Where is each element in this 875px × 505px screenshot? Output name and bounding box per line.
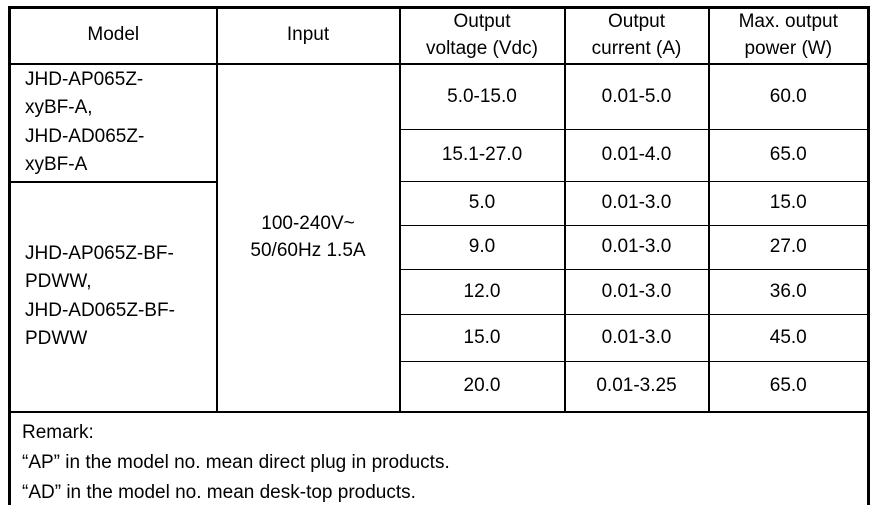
model-group-xybf-cell: JHD-AP065Z- xyBF-A, JHD-AD065Z- xyBF-A xyxy=(8,62,218,183)
output-current-cell: 0.01-5.0 xyxy=(563,62,710,131)
remark-line-ad: “AD” in the model no. mean desk-top prod… xyxy=(22,481,416,503)
col-header-output-voltage: Output voltage (Vdc) xyxy=(398,6,566,65)
max-power-cell: 60.0 xyxy=(707,62,870,131)
output-current-cell: 0.01-4.0 xyxy=(563,129,710,183)
max-power-cell: 36.0 xyxy=(707,269,870,316)
spec-row: JHD-AP065Z-BF- PDWW, JHD-AD065Z-BF- PDWW… xyxy=(8,180,870,413)
spec-row: 20.0 0.01-3.25 65.0 xyxy=(10,361,870,413)
remark-row: Remark: “AP” in the model no. mean direc… xyxy=(8,410,870,505)
max-power-cell: 65.0 xyxy=(707,361,870,413)
output-voltage-cell: 15.0 xyxy=(398,314,566,363)
max-power-cell: 65.0 xyxy=(707,129,870,183)
output-current-cell: 0.01-3.0 xyxy=(563,225,710,271)
output-current-cell: 0.01-3.0 xyxy=(563,269,710,316)
output-voltage-cell: 9.0 xyxy=(398,225,566,271)
spec-row: 12.0 0.01-3.0 36.0 xyxy=(10,269,870,316)
input-spec-cell: 100-240V~ 50/60Hz 1.5A xyxy=(215,62,401,413)
output-current-cell: 0.01-3.0 xyxy=(563,314,710,363)
remark-line-ap: “AP” in the model no. mean direct plug i… xyxy=(22,451,450,473)
header-row: Model Input Output voltage (Vdc) Output … xyxy=(8,6,870,65)
output-voltage-cell: 5.0-15.0 xyxy=(398,62,566,131)
spec-row: 15.1-27.0 0.01-4.0 65.0 xyxy=(10,129,870,183)
col-header-input: Input xyxy=(215,6,401,65)
output-voltage-cell: 20.0 xyxy=(398,361,566,413)
spec-row: 15.0 0.01-3.0 45.0 xyxy=(10,314,870,363)
output-current-cell: 0.01-3.25 xyxy=(563,361,710,413)
spec-row: JHD-AP065Z- xyBF-A, JHD-AD065Z- xyBF-A 1… xyxy=(8,62,870,413)
power-spec-table: Model Input Output voltage (Vdc) Output … xyxy=(8,6,870,505)
max-power-cell: 27.0 xyxy=(707,225,870,271)
output-current-cell: 0.01-3.0 xyxy=(563,181,710,227)
output-voltage-cell: 5.0 xyxy=(398,181,566,227)
max-power-cell: 45.0 xyxy=(707,314,870,363)
col-header-model: Model xyxy=(8,6,218,65)
max-power-cell: 15.0 xyxy=(707,181,870,227)
spec-row: 9.0 0.01-3.0 27.0 xyxy=(10,225,870,271)
col-header-output-current: Output current (A) xyxy=(563,6,710,65)
col-header-max-output-power: Max. output power (W) xyxy=(707,6,870,65)
output-voltage-cell: 12.0 xyxy=(398,269,566,316)
remark-cell: Remark: “AP” in the model no. mean direc… xyxy=(8,410,870,505)
output-voltage-cell: 15.1-27.0 xyxy=(398,129,566,183)
remark-title: Remark: xyxy=(22,421,94,443)
model-group-pdww-cell: JHD-AP065Z-BF- PDWW, JHD-AD065Z-BF- PDWW xyxy=(8,180,218,413)
